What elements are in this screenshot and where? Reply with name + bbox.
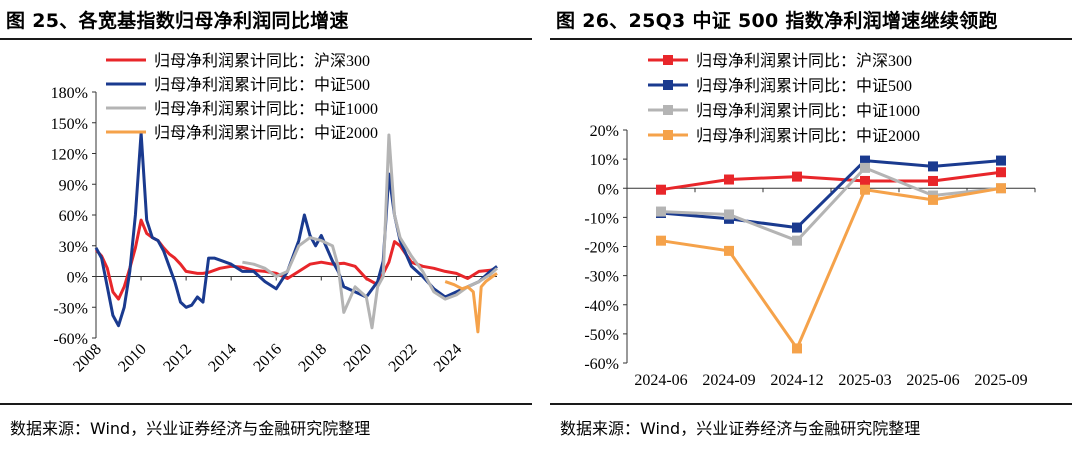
legend-marker (663, 55, 673, 65)
y-tick-label: 20% (590, 123, 619, 140)
title-rule (550, 38, 1072, 40)
legend-label: 归母净利润累计同比：中证1000 (154, 100, 378, 118)
title-rule (0, 38, 532, 40)
x-tick-label: 2024 (431, 341, 466, 376)
yoy-history-chart: -60%-30%0%30%60%90%120%150%180%2008 2010 2… (51, 52, 499, 376)
data-point-marker (724, 209, 734, 220)
y-tick-label: 0% (67, 270, 88, 287)
y-tick-label: 180% (51, 85, 88, 102)
data-point-marker (656, 184, 666, 195)
quarterly-yoy-chart: -60% -50% -40% -30% -20% -10% 0% 10% 20% 2024-06 2… (584, 52, 1036, 389)
x-tick-label: 2025-06 (906, 372, 959, 389)
data-point-marker (792, 222, 802, 233)
x-tick-label: 2016 (250, 341, 285, 376)
series-line (660, 159, 1002, 230)
y-tick-label: 90% (59, 177, 88, 194)
x-tick-label: 2025-09 (974, 372, 1027, 389)
x-tick-label: 2024-06 (634, 372, 687, 389)
data-point-marker (724, 174, 734, 185)
data-point-marker (928, 194, 938, 205)
x-tick-label: 2022 (386, 341, 421, 376)
series-line (660, 170, 1002, 192)
source-rule (0, 403, 532, 405)
legend-marker (663, 80, 673, 90)
series-line (94, 131, 498, 328)
data-point-marker (860, 162, 870, 173)
data-point-marker (860, 184, 870, 195)
x-tick-label: 2010 (115, 341, 150, 376)
legend-label: 归母净利润累计同比：中证1000 (696, 102, 920, 120)
legend-label: 归母净利润累计同比：中证2000 (154, 124, 378, 142)
x-tick-label: 2018 (295, 341, 330, 376)
y-tick-label: -20% (584, 240, 619, 257)
legend-label: 归母净利润累计同比：中证500 (154, 76, 370, 94)
x-tick-label: 2025-03 (838, 372, 891, 389)
source-note: 数据来源：Wind，兴业证券经济与金融研究院整理 (10, 419, 371, 438)
y-tick-label: -30% (584, 269, 619, 286)
x-tick-label: 2012 (160, 341, 195, 376)
y-tick-label: 30% (59, 239, 88, 256)
series-line (444, 272, 498, 334)
legend-label: 归母净利润累计同比：沪深300 (696, 52, 912, 70)
source-note: 数据来源：Wind，兴业证券经济与金融研究院整理 (560, 419, 921, 438)
x-tick-label: 2024-09 (702, 372, 755, 389)
data-point-marker (996, 183, 1006, 194)
x-tick-label: 2014 (205, 341, 240, 376)
y-tick-label: 10% (590, 152, 619, 169)
data-point-marker (928, 161, 938, 172)
data-point-marker (656, 235, 666, 246)
data-point-marker (724, 245, 734, 256)
source-rule (550, 403, 1072, 405)
y-tick-label: 120% (51, 147, 88, 164)
legend-label: 归母净利润累计同比：沪深300 (154, 52, 370, 70)
legend-label: 归母净利润累计同比：中证500 (696, 77, 912, 95)
data-point-marker (656, 206, 666, 217)
figure-title: 图 26、25Q3 中证 500 指数净利润增速继续领跑 (556, 10, 998, 32)
data-point-marker (860, 155, 870, 166)
figure-title: 图 25、各宽基指数归母净利润同比增速 (6, 10, 349, 32)
y-tick-label: -60% (584, 356, 619, 373)
x-tick-label: 2020 (341, 341, 376, 376)
series-line (660, 166, 1002, 243)
data-point-marker (996, 167, 1006, 178)
y-tick-label: -50% (584, 327, 619, 344)
figure-26-panel: 图 26、25Q3 中证 500 指数净利润增速继续领跑 -60% -50% -40… (550, 0, 1080, 459)
y-tick-label: 150% (51, 116, 88, 133)
data-point-marker (860, 175, 870, 186)
data-point-marker (996, 155, 1006, 166)
legend-label: 归母净利润累计同比：中证2000 (696, 127, 920, 145)
y-tick-label: -10% (584, 210, 619, 227)
y-tick-label: 0% (598, 181, 619, 198)
figure-25-panel: 图 25、各宽基指数归母净利润同比增速 -60% -30% 0% 30% 60% 90% 1… (0, 10, 532, 438)
y-tick-label: -40% (584, 298, 619, 315)
legend-marker (663, 130, 673, 140)
y-tick-label: 60% (59, 208, 88, 225)
data-point-marker (792, 171, 802, 182)
data-point-marker (792, 235, 802, 246)
series-line (242, 133, 499, 330)
x-tick-label: 2024-12 (770, 372, 823, 389)
y-tick-label: -60% (53, 331, 88, 348)
legend-marker (663, 105, 673, 115)
data-point-marker (792, 343, 802, 354)
series-line (660, 186, 1002, 350)
data-point-marker (928, 175, 938, 186)
series-line (94, 218, 498, 301)
y-tick-label: -30% (53, 300, 88, 317)
